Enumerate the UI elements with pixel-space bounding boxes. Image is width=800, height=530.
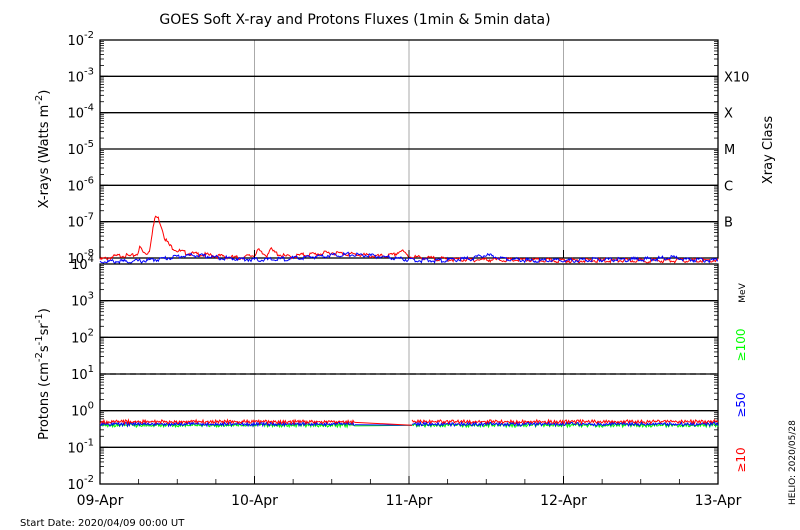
start-date-label: Start Date: 2020/04/09 00:00 UT [20,518,185,529]
proton-series-line [411,418,719,426]
xray-class-label: X [724,107,733,122]
xray-ytick-label: 10-5 [67,139,94,158]
proton-gap-line [354,421,413,426]
proton-series-line [412,420,719,428]
proton-ytick-label: 100 [71,401,94,420]
x-axis: 09-Apr 10-Apr 11-Apr 12-Apr 13-Apr [77,250,742,509]
xray-ylabel: X-rays (Watts m-2) [34,90,52,209]
proton-energy-label: ≥100 [734,329,748,362]
proton-ytick-label: 10-2 [67,474,94,493]
proton-ytick-label: 10-1 [67,437,94,456]
xray-ytick-label: 10-2 [67,30,94,49]
proton-ylabel: Protons (cm-2s-1sr-1) [34,308,52,440]
xray-ytick-label: 10-4 [67,103,94,122]
xray-ytick-label: 10-6 [67,175,94,194]
xray-class-axis-label: Xray Class [761,116,776,184]
proton-series-line [99,418,356,426]
xray-class-label: C [724,179,733,194]
proton-ytick-label: 103 [71,291,94,310]
xray-ytick-label: 10-3 [67,66,94,85]
xray-class-label: M [724,143,735,158]
xray-class-label: B [724,216,733,231]
proton-energy-label: ≥10 [734,447,748,472]
x-tick-label: 10-Apr [231,493,278,509]
x-tick-label: 11-Apr [386,493,433,509]
proton-ytick-label: 101 [71,364,94,383]
chart-title: GOES Soft X-ray and Protons Fluxes (1min… [159,12,550,28]
proton-series-line [99,420,355,428]
proton-energy-label: ≥50 [734,392,748,417]
credit-label: HELIO: 2020/05/28 [788,420,798,505]
xray-class-label: X10 [724,70,749,85]
xray-ytick-label: 10-8 [67,248,94,267]
xray-ytick-label: 10-7 [67,212,94,231]
x-tick-label: 09-Apr [77,493,124,509]
xray-series-line [99,251,719,265]
proton-ytick-label: 102 [71,327,94,346]
xray-panel: 10-8 10-7 10-6 10-5 10-4 10-3 10-2 X10 X M C B Xray … [34,30,776,267]
x-tick-label: 13-Apr [695,493,742,509]
proton-panel: 10-2 10-1 100 101 102 103 104 MeV ≥100 ≥50 ≥10 Prot… [34,254,748,493]
x-tick-label: 12-Apr [540,493,587,509]
proton-unit-label: MeV [738,282,748,302]
proton-ytick-label: 104 [71,254,94,273]
